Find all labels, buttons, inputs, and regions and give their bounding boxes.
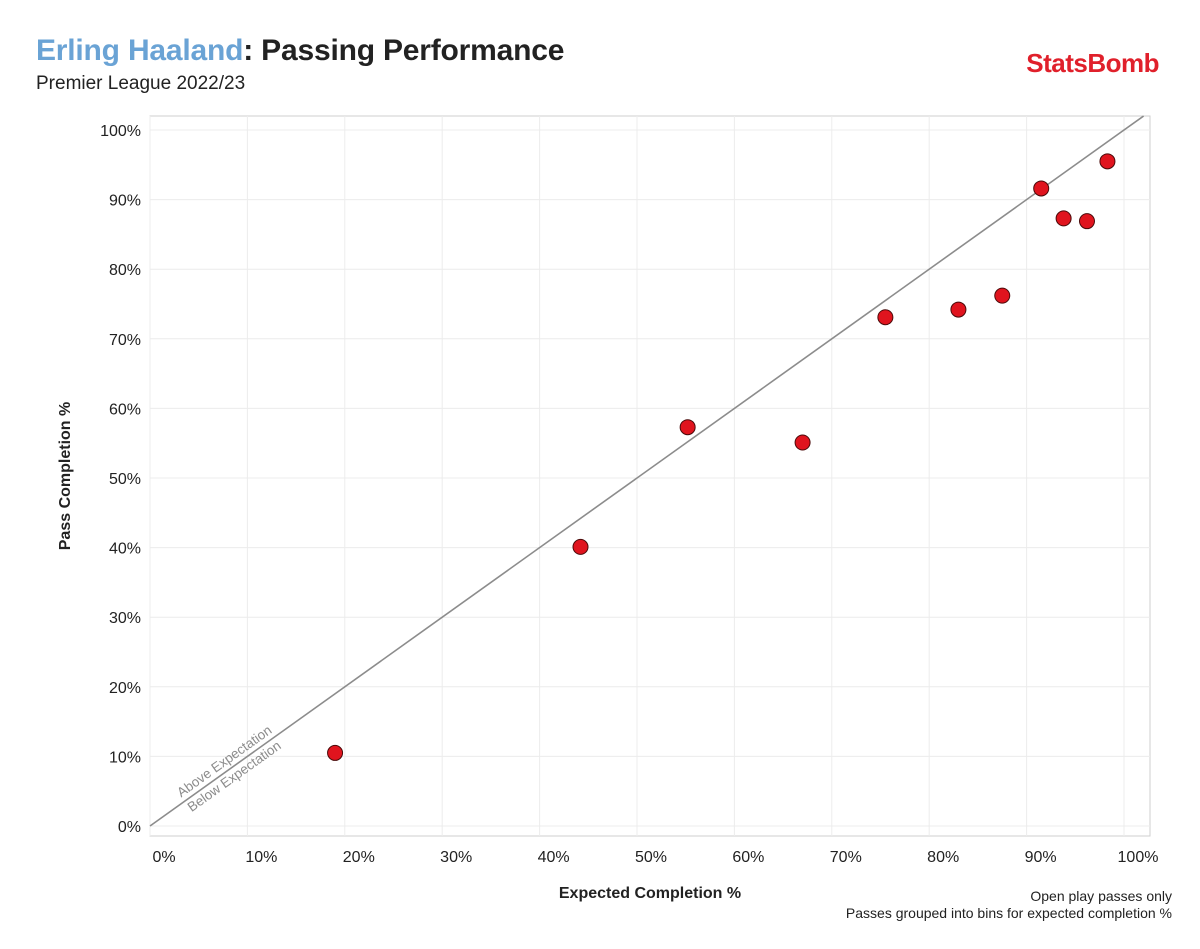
data-point xyxy=(1099,153,1116,170)
title-rest: : Passing Performance xyxy=(243,34,565,67)
x-tick-label: 40% xyxy=(538,849,570,866)
note-bins: Passes grouped into bins for expected co… xyxy=(845,905,1172,921)
x-tick-label: 30% xyxy=(440,849,472,866)
data-points xyxy=(327,153,1116,761)
x-tick-label: 80% xyxy=(927,849,959,866)
y-tick-label: 10% xyxy=(109,749,141,766)
statsbomb-logo: StatsBomb xyxy=(1026,48,1159,78)
y-axis-label: Pass Completion % xyxy=(57,402,74,550)
data-point xyxy=(950,301,967,318)
y-tick-label: 100% xyxy=(100,123,141,140)
y-tick-label: 30% xyxy=(109,610,141,627)
x-tick-label: 50% xyxy=(635,849,667,866)
note-open-play: Open play passes only xyxy=(1030,888,1172,904)
chart-title: Erling Haaland: Passing Performance xyxy=(36,34,564,68)
y-tick-label: 40% xyxy=(109,541,141,558)
chart-subtitle: Premier League 2022/23 xyxy=(36,73,246,94)
x-tick-label: 20% xyxy=(343,849,375,866)
data-point xyxy=(1055,210,1072,227)
x-tick-label: 70% xyxy=(830,849,862,866)
x-tick-label: 0% xyxy=(152,849,175,866)
y-tick-label: 60% xyxy=(109,401,141,418)
x-tick-label: 100% xyxy=(1118,849,1159,866)
data-point xyxy=(1078,213,1095,230)
y-tick-label: 50% xyxy=(109,471,141,488)
y-tick-label: 20% xyxy=(109,680,141,697)
y-tick-label: 80% xyxy=(109,262,141,279)
x-axis-label: Expected Completion % xyxy=(559,885,741,902)
x-tick-label: 10% xyxy=(245,849,277,866)
player-name: Erling Haaland xyxy=(36,34,244,67)
reference-line xyxy=(149,115,1145,827)
y-tick-label: 0% xyxy=(118,819,141,836)
data-point xyxy=(994,287,1011,304)
data-point xyxy=(679,419,696,436)
y-tick-label: 70% xyxy=(109,332,141,349)
x-tick-label: 60% xyxy=(732,849,764,866)
data-point xyxy=(572,538,589,555)
x-tick-label: 90% xyxy=(1025,849,1057,866)
y-tick-label: 90% xyxy=(109,193,141,210)
data-point xyxy=(1033,180,1050,197)
data-point xyxy=(794,434,811,451)
data-point xyxy=(327,744,344,761)
data-point xyxy=(877,309,894,326)
plot-area xyxy=(149,115,1151,837)
y-tick-labels: 0% 10% 20% 30% 40% 50% 60% 70% 80% 90% 100% xyxy=(100,123,141,836)
grid-lines xyxy=(149,116,1150,836)
x-tick-labels: 0% 10% 20% 30% 40% 50% 60% 70% 80% 90% 100% xyxy=(152,849,1158,866)
